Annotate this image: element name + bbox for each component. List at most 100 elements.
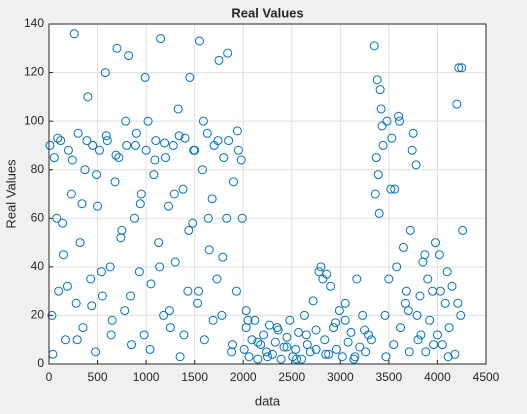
scatter-point — [404, 347, 414, 357]
scatter-point — [219, 153, 229, 163]
scatter-point — [450, 349, 460, 359]
scatter-point — [396, 323, 406, 333]
scatter-point — [73, 128, 83, 138]
scatter-point — [373, 170, 383, 180]
scatter-point — [386, 184, 396, 194]
scatter-point — [202, 128, 212, 138]
scatter-point — [164, 306, 174, 316]
scatter-point — [199, 335, 209, 345]
scatter-point — [253, 354, 263, 364]
scatter-point — [299, 310, 309, 320]
scatter-point — [45, 140, 55, 150]
scatter-point — [224, 136, 234, 146]
scatter-point — [415, 291, 425, 301]
scatter-point — [276, 354, 286, 364]
scatter-point — [114, 153, 124, 163]
scatter-point — [392, 262, 402, 272]
scatter-point — [279, 342, 289, 352]
scatter-point — [54, 286, 64, 296]
scatter-point — [228, 340, 238, 350]
scatter-point — [375, 85, 385, 95]
scatter-point — [408, 128, 418, 138]
scatter-point — [337, 352, 347, 362]
scatter-point — [380, 310, 390, 320]
scatter-point — [387, 133, 397, 143]
scatter-point — [193, 298, 203, 308]
scatter-point — [161, 153, 171, 163]
x-tick-label: 2500 — [278, 370, 305, 384]
scatter-point — [140, 72, 150, 82]
scatter-point — [447, 281, 457, 291]
scatter-point — [197, 165, 207, 175]
scatter-point — [131, 128, 141, 138]
scatter-point — [243, 315, 253, 325]
y-tick-label: 100 — [24, 113, 44, 127]
scatter-point — [97, 291, 107, 301]
scatter-point — [398, 242, 408, 252]
scatter-point — [134, 267, 144, 277]
scatter-point — [285, 315, 295, 325]
scatter-point — [82, 136, 92, 146]
scatter-point — [262, 347, 272, 357]
scatter-point — [222, 213, 232, 223]
scatter-point — [378, 140, 388, 150]
scatter-point — [77, 199, 87, 209]
scatter-point — [88, 140, 98, 150]
scatter-point — [63, 145, 73, 155]
scatter-point — [180, 133, 190, 143]
scatter-point — [185, 72, 195, 82]
scatter-point — [49, 153, 59, 163]
scatter-point — [217, 310, 227, 320]
scatter-point — [151, 136, 161, 146]
y-tick-label: 20 — [31, 308, 45, 322]
scatter-point — [400, 298, 410, 308]
scatter-point — [311, 344, 321, 354]
scatter-point — [62, 281, 72, 291]
scatter-point — [165, 323, 175, 333]
scatter-point — [425, 315, 435, 325]
scatter-point — [116, 233, 126, 243]
scatter-point — [452, 99, 462, 109]
scatter-point — [421, 347, 431, 357]
x-tick-label: 4000 — [424, 370, 451, 384]
scatter-point — [92, 170, 102, 180]
scatter-point — [110, 177, 120, 187]
scatter-point — [86, 274, 96, 284]
scatter-point — [145, 344, 155, 354]
scatter-point — [405, 225, 415, 235]
scatter-point — [401, 286, 411, 296]
scatter-point — [117, 225, 127, 235]
scatter-point — [198, 116, 208, 126]
scatter-point — [178, 184, 188, 194]
scatter-point — [56, 136, 66, 146]
scatter-point — [78, 323, 88, 333]
scatter-point — [141, 145, 151, 155]
scatter-point — [411, 160, 421, 170]
scatter-point — [71, 298, 81, 308]
x-axis-label: data — [255, 393, 281, 408]
scatter-point — [67, 155, 77, 165]
scatter-point — [207, 194, 217, 204]
scatter-point — [156, 34, 166, 44]
scatter-point — [72, 335, 82, 345]
scatter-point — [80, 165, 90, 175]
x-tick-label: 2000 — [230, 370, 257, 384]
scatter-point — [212, 274, 222, 284]
scatter-point — [52, 213, 62, 223]
scatter-point — [87, 301, 97, 311]
scatter-point — [169, 189, 179, 199]
scatter-point — [58, 218, 68, 228]
scatter-point — [106, 330, 116, 340]
scatter-point — [168, 140, 178, 150]
scatter-point — [374, 208, 384, 218]
x-tick-label: 3000 — [327, 370, 354, 384]
x-tick-label: 3500 — [376, 370, 403, 384]
scatter-point — [53, 133, 63, 143]
scatter-point — [377, 121, 387, 131]
scatter-point — [75, 238, 85, 248]
scatter-point — [173, 104, 183, 114]
scatter-point — [47, 310, 57, 320]
scatter-point — [282, 332, 292, 342]
scatter-point — [340, 315, 350, 325]
